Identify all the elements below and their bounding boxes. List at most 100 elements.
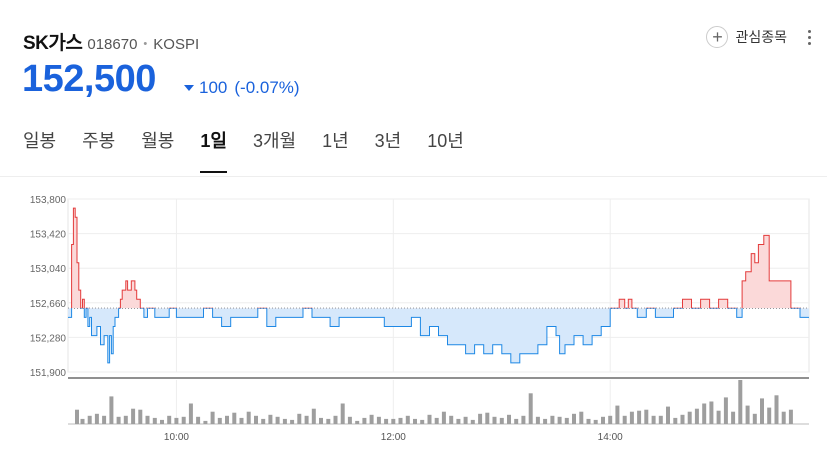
volume-bar: [311, 408, 316, 424]
tab-0[interactable]: 일봉: [23, 131, 57, 151]
volume-bar: [275, 416, 280, 424]
volume-bar: [514, 418, 519, 424]
volume-bar: [347, 416, 352, 424]
add-favorite-button[interactable]: + 관심종목: [706, 26, 787, 48]
volume-bar: [528, 393, 533, 424]
volume-bar: [138, 409, 143, 424]
y-tick-label: 153,420: [30, 230, 67, 241]
volume-bar: [398, 417, 403, 424]
volume-bar: [413, 418, 417, 424]
tab-4[interactable]: 3개월: [252, 131, 297, 151]
volume-bar: [333, 415, 338, 424]
volume-bar: [738, 380, 743, 424]
volume-bar: [731, 411, 736, 424]
price-area-up: [68, 208, 809, 309]
tab-5[interactable]: 1년: [322, 131, 349, 151]
tab-2[interactable]: 월봉: [141, 131, 175, 151]
volume-bar: [167, 415, 172, 424]
plus-icon: +: [706, 26, 729, 48]
volume-bar: [282, 418, 287, 424]
volume-bar: [694, 408, 699, 424]
volume-bar: [637, 410, 642, 424]
volume-bar: [644, 409, 649, 424]
volume-bar: [181, 416, 186, 424]
volume-bar: [586, 418, 591, 424]
volume-bar: [651, 415, 656, 424]
x-tick-label: 10:00: [164, 432, 189, 443]
volume-bar: [593, 419, 598, 424]
volume-bar: [290, 419, 295, 424]
volume-bar: [470, 419, 475, 424]
stock-code: 018670: [87, 36, 138, 53]
stock-name: SK가스: [23, 33, 83, 54]
volume-bar: [716, 410, 721, 424]
separator-dot: •: [143, 38, 148, 50]
volume-bar: [239, 417, 244, 424]
volume-bar: [268, 414, 273, 424]
volume-bar: [579, 411, 584, 424]
volume-bar: [340, 403, 345, 424]
favorite-label: 관심종목: [735, 29, 787, 45]
volume-bar: [781, 411, 786, 424]
volume-bar: [788, 409, 793, 424]
volume-bar: [767, 407, 772, 424]
volume-bar: [680, 414, 685, 424]
volume-bar: [87, 415, 92, 424]
more-options-icon[interactable]: [805, 26, 813, 48]
volume-bar: [319, 417, 323, 424]
period-tabs: 일봉 주봉 월봉 1일 3개월 1년 3년 10년: [23, 127, 490, 173]
volume-bar: [94, 413, 99, 424]
tab-6[interactable]: 3년: [374, 131, 402, 151]
volume-bar: [297, 413, 302, 424]
volume-bar: [246, 411, 251, 424]
volume-bar: [745, 405, 750, 424]
volume-bar: [441, 411, 446, 424]
volume-bar: [232, 412, 237, 424]
volume-bar: [601, 416, 605, 424]
down-triangle-icon: [184, 85, 194, 91]
volume-bar: [687, 411, 692, 424]
y-tick-label: 151,900: [30, 368, 67, 379]
volume-bar: [535, 416, 540, 424]
volume-bar: [376, 416, 381, 424]
volume-bar: [174, 417, 179, 424]
volume-bar: [261, 418, 266, 424]
volume-bar: [760, 398, 764, 424]
price-area-down: [68, 308, 809, 363]
y-tick-label: 153,800: [30, 195, 67, 206]
tab-3[interactable]: 1일: [200, 127, 227, 173]
volume-bar: [752, 413, 757, 424]
x-tick-label: 12:00: [381, 432, 406, 443]
volume-bar: [456, 418, 461, 424]
tab-1[interactable]: 주봉: [82, 131, 116, 151]
price-line-up: [71, 207, 801, 309]
volume-bar: [152, 417, 157, 424]
volume-bar: [304, 415, 309, 424]
volume-bar: [709, 401, 714, 424]
tab-7[interactable]: 10년: [427, 131, 464, 151]
price-line-down: [68, 308, 809, 364]
volume-bar: [615, 405, 620, 424]
volume-bar: [225, 415, 229, 424]
price-change: 100 (-0.07%): [184, 78, 300, 98]
volume-bar: [109, 396, 114, 424]
volume-bar: [123, 415, 128, 424]
volume-bar: [666, 406, 670, 424]
volume-bar: [362, 417, 367, 424]
volume-bar: [75, 409, 79, 424]
volume-bar: [449, 415, 454, 424]
volume-bar: [217, 417, 222, 424]
volume-bar: [492, 416, 497, 424]
volume-bar: [80, 418, 85, 424]
volume-bar: [521, 415, 526, 424]
volume-bar: [160, 419, 164, 424]
volume-bar: [564, 417, 569, 424]
x-tick-label: 14:00: [598, 432, 623, 443]
volume-bar: [254, 415, 258, 424]
volume-bar: [543, 418, 548, 424]
volume-bar: [405, 415, 410, 424]
volume-bar: [427, 414, 432, 424]
volume-bar: [485, 412, 490, 424]
volume-bar: [326, 418, 331, 424]
